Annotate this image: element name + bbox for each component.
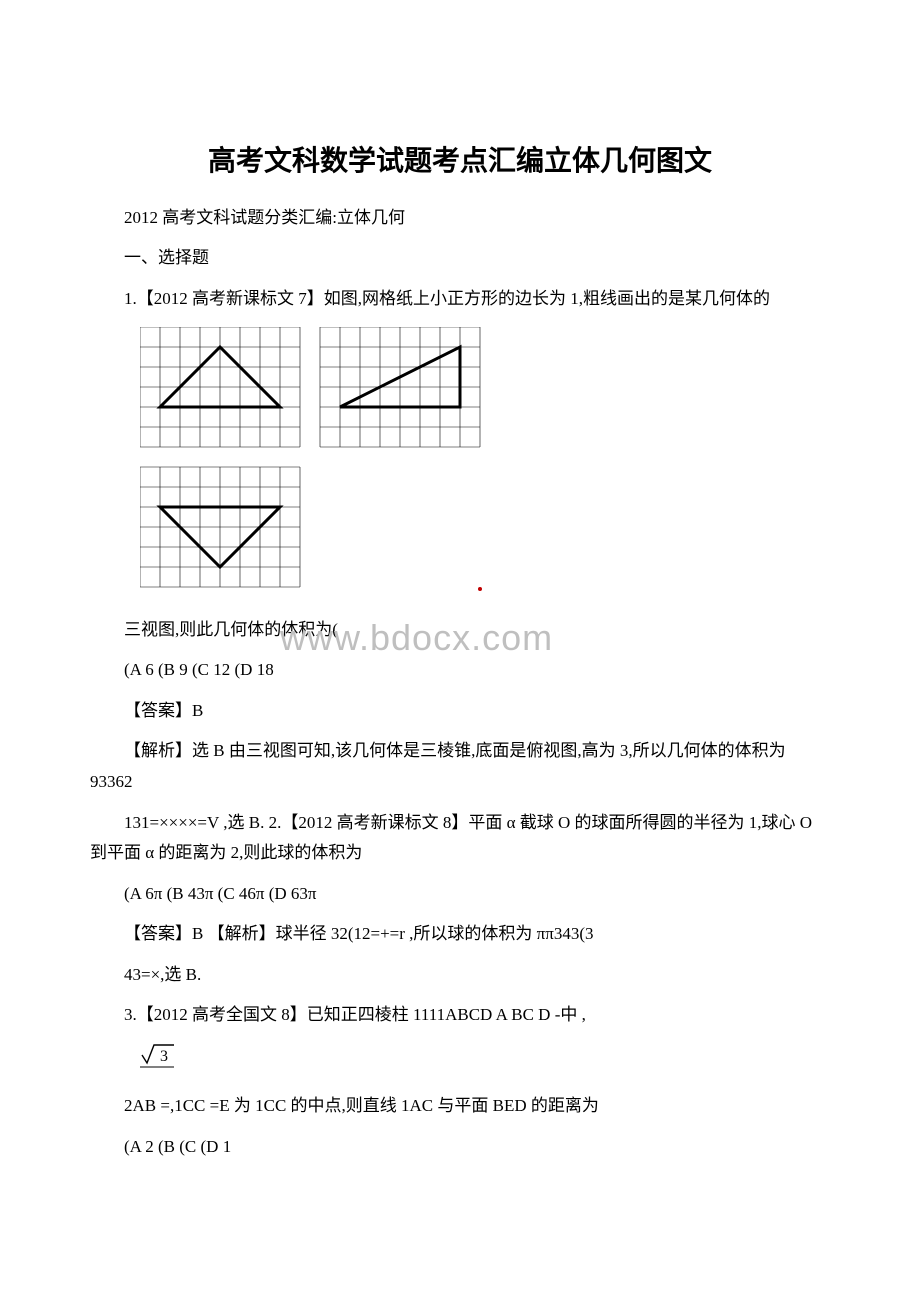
document-title: 高考文科数学试题考点汇编立体几何图文 (90, 139, 830, 179)
paragraph-q2-stem: 131=××××=V ,选 B. 2.【2012 高考新课标文 8】平面 α 截… (90, 808, 830, 869)
grid-diagram-svg (140, 327, 500, 607)
paragraph-q3-options: (A 2 (B (C (D 1 (90, 1132, 830, 1163)
three-view-diagram: www.bdocx.com (140, 327, 500, 607)
paragraph-q2-answer: 【答案】B 【解析】球半径 32(12=+=r ,所以球的体积为 ππ343(3 (90, 919, 830, 950)
paragraph-q1-stem: 1.【2012 高考新课标文 7】如图,网格纸上小正方形的边长为 1,粗线画出的… (90, 284, 830, 315)
paragraph-q1-answer: 【答案】B (90, 696, 830, 727)
paragraph-source: 2012 高考文科试题分类汇编:立体几何 (90, 203, 830, 234)
paragraph-q2-analysis-tail: 43=×,选 B. (90, 960, 830, 991)
sqrt-svg: 3 (140, 1041, 184, 1071)
paragraph-q2-options: (A 6π (B 43π (C 46π (D 63π (90, 879, 830, 910)
svg-text:3: 3 (160, 1048, 168, 1065)
paragraph-q3-tail: 2AB =,1CC =E 为 1CC 的中点,则直线 1AC 与平面 BED 的… (90, 1091, 830, 1122)
paragraph-q1-options: (A 6 (B 9 (C 12 (D 18 (90, 655, 830, 686)
paragraph-q1-tail: 三视图,则此几何体的体积为( (90, 615, 830, 646)
sqrt-expression: 3 (140, 1041, 830, 1071)
paragraph-q1-analysis: 【解析】选 B 由三视图可知,该几何体是三棱锥,底面是俯视图,高为 3,所以几何… (90, 736, 830, 797)
paragraph-q3-stem: 3.【2012 高考全国文 8】已知正四棱柱 1111ABCD A BC D -… (90, 1000, 830, 1031)
paragraph-section: 一、选择题 (90, 243, 830, 274)
document-page: 高考文科数学试题考点汇编立体几何图文 2012 高考文科试题分类汇编:立体几何 … (0, 0, 920, 1232)
